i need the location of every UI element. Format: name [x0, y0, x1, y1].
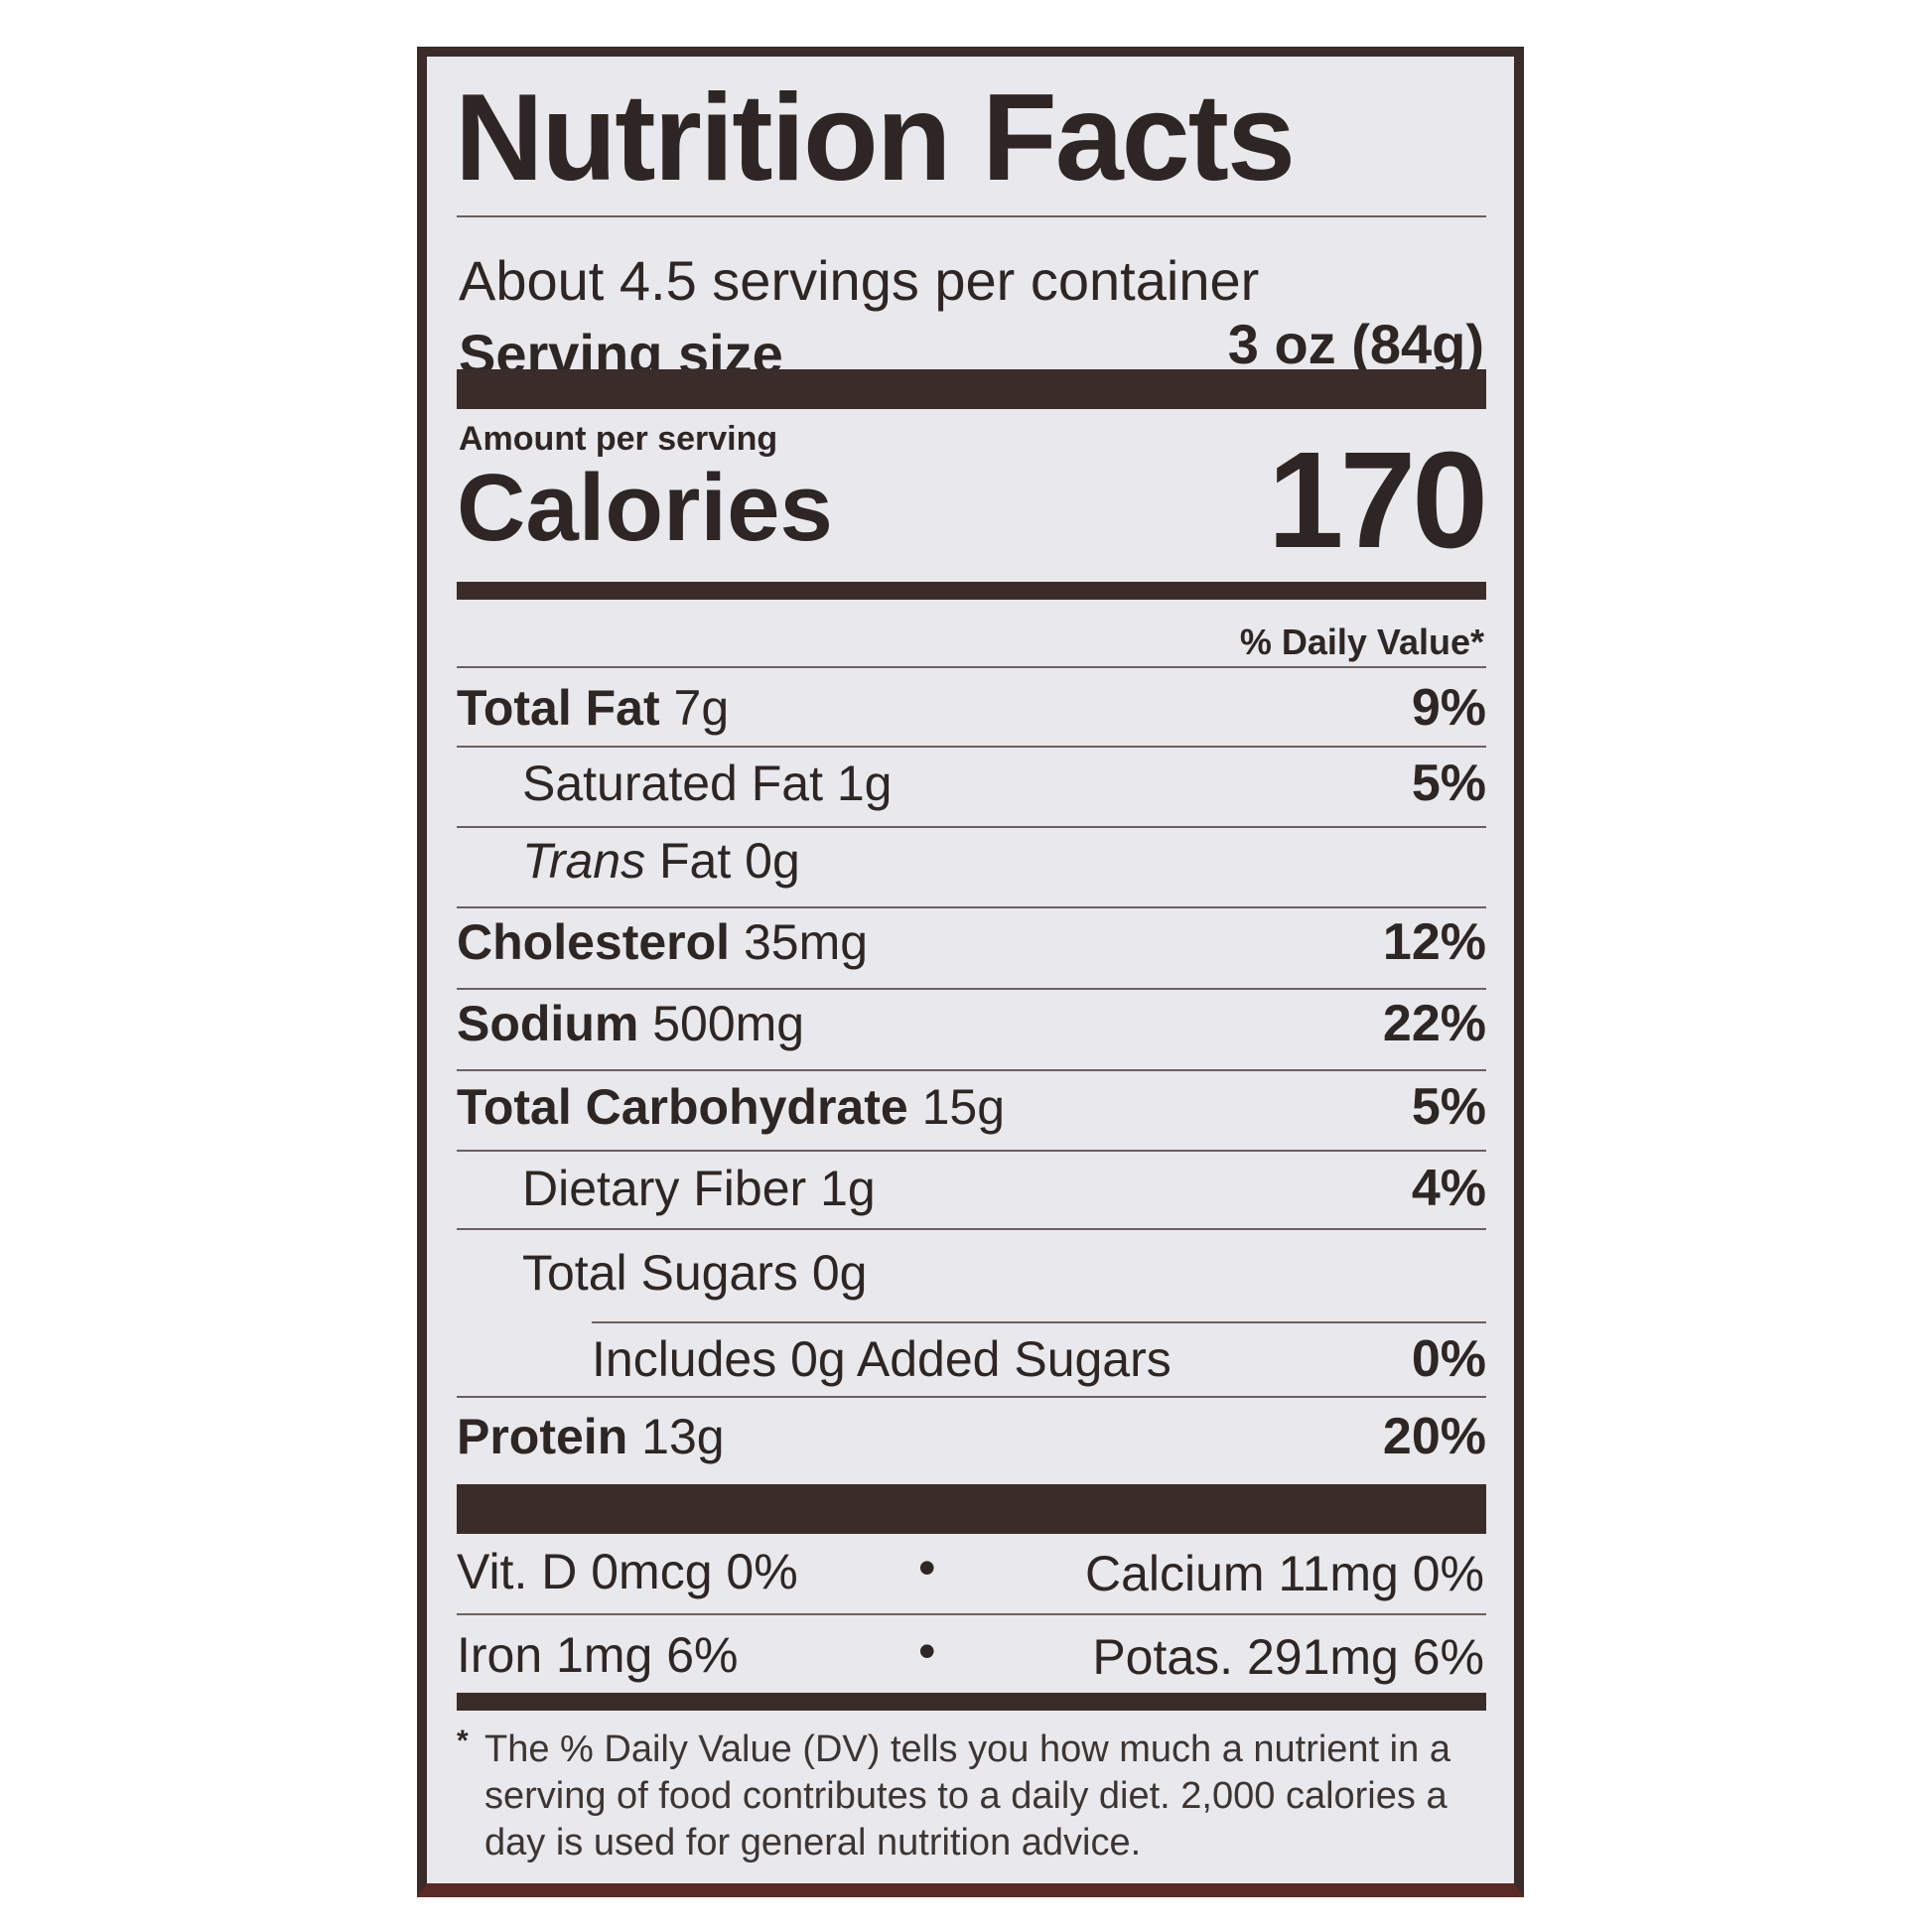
iron: Iron 1mg 6%	[457, 1627, 739, 1683]
nutrient-row-total-sugars: Total Sugars 0g	[522, 1245, 868, 1301]
nutrient-row-sodium: Sodium 500mg 22%	[457, 995, 1486, 1052]
nutrient-row-protein: Protein 13g 20%	[457, 1408, 1486, 1465]
vitamin-d: Vit. D 0mcg 0%	[457, 1544, 798, 1599]
divider	[457, 988, 1486, 990]
daily-value-header: % Daily Value*	[1239, 621, 1484, 662]
divider	[457, 1150, 1486, 1152]
separator-dot: •	[918, 1540, 936, 1595]
divider	[457, 1396, 1486, 1398]
nutrient-row-dietary-fiber: Dietary Fiber 1g 4%	[522, 1160, 1486, 1217]
divider	[457, 906, 1486, 908]
servings-per-container: About 4.5 servings per container	[459, 249, 1260, 312]
nutrition-facts-label: Nutrition Facts About 4.5 servings per c…	[417, 47, 1524, 1897]
thick-divider	[457, 1484, 1486, 1534]
label-title: Nutrition Facts	[455, 69, 1296, 207]
divider	[457, 1228, 1486, 1230]
calcium: Calcium 11mg 0%	[1084, 1546, 1484, 1601]
calories-value: 170	[1267, 424, 1488, 577]
footnote: The % Daily Value (DV) tells you how muc…	[484, 1728, 1450, 1863]
divider	[457, 826, 1486, 828]
serving-size-value: 3 oz (84g)	[1227, 313, 1484, 375]
calories-label: Calories	[457, 455, 833, 561]
divider	[592, 1321, 1486, 1323]
nutrient-row-cholesterol: Cholesterol 35mg 12%	[457, 913, 1486, 971]
separator-dot: •	[918, 1623, 936, 1679]
nutrient-row-total-fat: Total Fat 7g 9%	[457, 679, 1486, 737]
nutrient-row-total-carbohydrate: Total Carbohydrate 15g 5%	[457, 1078, 1486, 1136]
nutrient-row-added-sugars: Includes 0g Added Sugars 0%	[592, 1330, 1486, 1388]
nutrient-row-saturated-fat: Saturated Fat 1g 5%	[522, 755, 1486, 812]
divider	[457, 1069, 1486, 1071]
divider	[457, 215, 1486, 217]
thick-divider	[457, 369, 1486, 409]
potassium: Potas. 291mg 6%	[1092, 1629, 1484, 1685]
footnote-mark: *	[457, 1725, 469, 1757]
medium-divider	[457, 582, 1486, 600]
amount-per-serving: Amount per serving	[459, 420, 778, 458]
nutrient-row-trans-fat: Trans Fat 0g	[522, 833, 800, 889]
divider	[457, 666, 1486, 668]
divider	[457, 1613, 1486, 1615]
medium-divider	[457, 1693, 1486, 1711]
divider	[457, 746, 1486, 748]
